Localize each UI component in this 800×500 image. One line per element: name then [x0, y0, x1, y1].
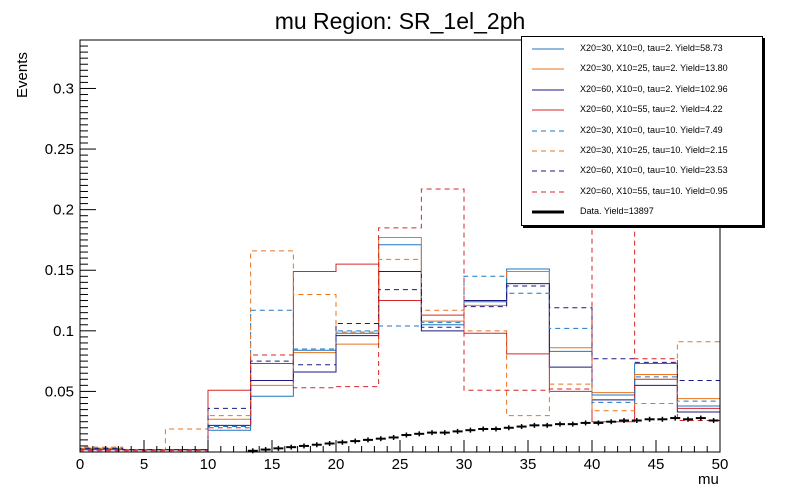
data-point	[580, 420, 591, 426]
legend-swatch	[532, 210, 564, 214]
data-point	[644, 416, 655, 422]
data-point	[503, 425, 514, 431]
x-tick-label: 45	[648, 456, 665, 473]
series-3-histogram	[79, 263, 721, 452]
series-2-histogram	[79, 270, 721, 452]
legend-entry: X20=60, X10=0, tau=10. Yield=23.53	[522, 163, 762, 179]
y-tick-label: 0.15	[45, 262, 74, 279]
data-point	[657, 416, 668, 422]
axes: 0 5 10 15 20 25 30 35 40 45 50 0.05 0.1 0.15 0.2 0.25 0.…	[45, 39, 729, 473]
x-tick-label: 0	[76, 456, 84, 473]
legend-label: X20=30, X10=25, tau=10. Yield=2.15	[580, 145, 728, 155]
legend-swatch	[532, 191, 564, 193]
y-tick-label: 0.1	[53, 323, 74, 340]
data-point	[260, 447, 271, 453]
x-tick-label: 20	[328, 456, 345, 473]
y-tick-label: 0.2	[53, 202, 74, 219]
data-point	[337, 439, 348, 445]
data-point	[529, 422, 540, 428]
data-point	[631, 417, 642, 423]
legend-entry: X20=60, X10=0, tau=2. Yield=102.96	[522, 82, 762, 98]
legend-label: X20=60, X10=55, tau=2. Yield=4.22	[580, 104, 723, 115]
legend-entry: X20=30, X10=0, tau=2. Yield=58.73	[522, 41, 762, 57]
data-point	[567, 421, 578, 427]
data-point	[606, 419, 617, 425]
data-point	[363, 437, 373, 443]
data-point	[542, 422, 553, 428]
data-point	[273, 445, 284, 451]
legend: X20=30, X10=0, tau=2. Yield=58.73 X20=30,…	[521, 36, 763, 226]
x-tick-label: 10	[200, 456, 217, 473]
data-point	[439, 430, 450, 436]
data-point	[593, 420, 604, 426]
data-point	[555, 421, 565, 427]
legend-label: Data. Yield=13897	[580, 206, 654, 217]
data-point	[311, 442, 322, 448]
series-5-histogram	[79, 250, 721, 452]
legend-entry: X20=60, X10=55, tau=2. Yield=4.22	[522, 102, 762, 118]
legend-swatch	[532, 170, 564, 172]
x-tick-label: 40	[584, 456, 601, 473]
legend-label: X20=30, X10=0, tau=10. Yield=7.49	[580, 124, 723, 135]
x-tick-label: 30	[456, 456, 473, 473]
data-point	[286, 444, 297, 450]
data-point	[247, 448, 258, 454]
y-axis-label: Events	[14, 52, 31, 98]
legend-label: X20=60, X10=55, tau=10. Yield=0.95	[580, 185, 728, 196]
data-point	[414, 431, 425, 437]
data-point	[324, 441, 335, 447]
data-point	[670, 415, 681, 421]
y-tick-label: 0.05	[45, 383, 74, 400]
legend-swatch	[532, 89, 564, 91]
legend-entry: X20=30, X10=25, tau=2. Yield=13.80	[522, 61, 762, 77]
data-point	[375, 436, 386, 442]
data-point	[491, 426, 501, 432]
legend-swatch	[532, 68, 564, 70]
legend-swatch	[532, 48, 564, 50]
legend-label: X20=60, X10=0, tau=2. Yield=102.96	[580, 83, 728, 94]
y-tick-label: 0.25	[45, 141, 74, 158]
legend-label: X20=60, X10=0, tau=10. Yield=23.53	[580, 165, 728, 176]
x-tick-label: 25	[392, 456, 409, 473]
legend-entry: Data. Yield=13897	[522, 204, 762, 220]
x-tick-label: 50	[712, 456, 729, 473]
legend-label: X20=30, X10=0, tau=2. Yield=58.73	[580, 43, 723, 53]
data-point	[708, 417, 719, 423]
legend-entry: X20=60, X10=55, tau=10. Yield=0.95	[522, 184, 762, 200]
plot-area	[79, 188, 721, 454]
data-point	[695, 415, 706, 421]
data-point	[427, 430, 437, 436]
data-point	[299, 443, 309, 449]
data-point	[388, 434, 399, 440]
legend-entry: X20=30, X10=0, tau=10. Yield=7.49	[522, 123, 762, 139]
data-point	[465, 427, 476, 433]
series-6-histogram	[79, 285, 721, 452]
data-point	[452, 428, 463, 434]
x-tick-label: 5	[140, 456, 148, 473]
data-point	[516, 424, 527, 430]
legend-swatch	[532, 109, 564, 111]
data-point	[350, 438, 361, 444]
legend-entry: X20=30, X10=25, tau=10. Yield=2.15	[522, 143, 762, 159]
legend-swatch	[532, 150, 564, 152]
x-tick-label: 15	[264, 456, 281, 473]
series-4-histogram	[79, 275, 721, 452]
data-point	[478, 426, 489, 432]
series-7-histogram	[79, 188, 721, 452]
data-point	[401, 432, 412, 438]
data-point	[683, 416, 693, 422]
legend-label: X20=30, X10=25, tau=2. Yield=13.80	[580, 63, 728, 74]
legend-swatch	[532, 130, 564, 132]
x-axis-label: mu	[698, 471, 719, 488]
chart-title: mu Region: SR_1el_2ph	[274, 8, 526, 34]
x-tick-label: 35	[520, 456, 537, 473]
y-tick-label: 0.3	[53, 80, 74, 97]
data-point	[619, 417, 629, 423]
